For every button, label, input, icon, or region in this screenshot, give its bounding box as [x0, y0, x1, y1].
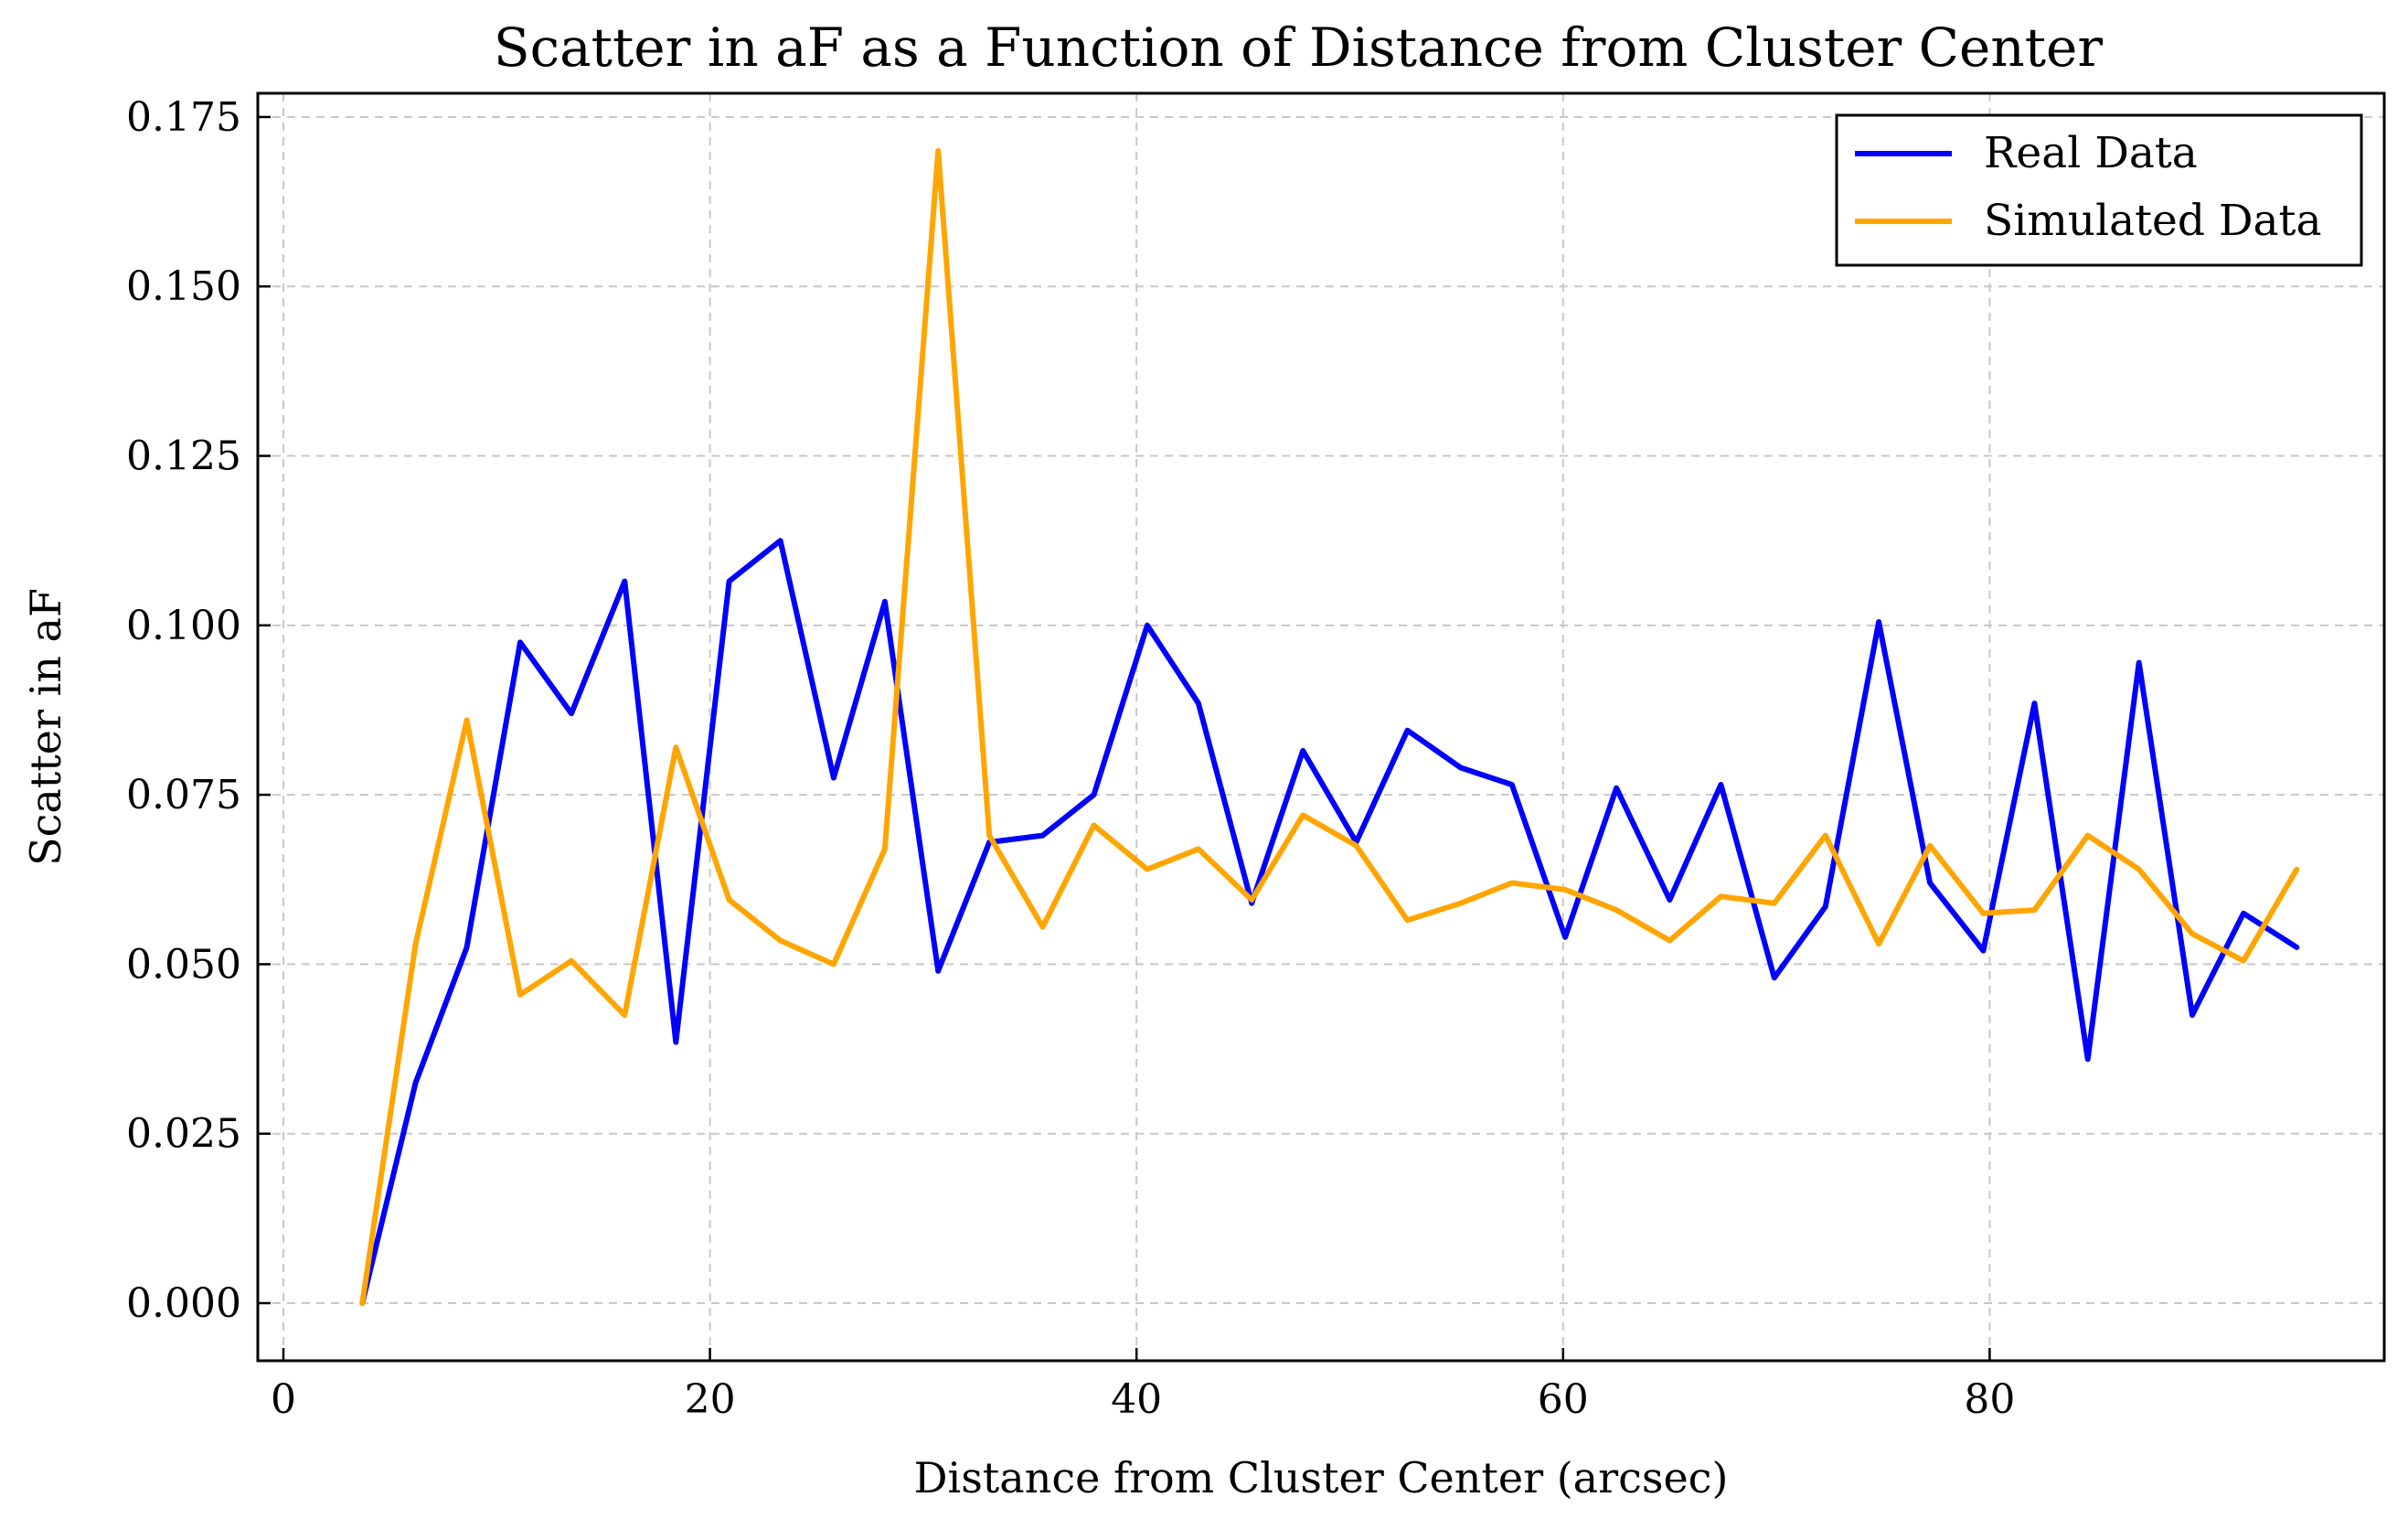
- y-tick-label: 0.150: [126, 263, 241, 310]
- legend-label-real-data: Real Data: [1984, 128, 2198, 178]
- x-axis-label: Distance from Cluster Center (arcsec): [914, 1453, 1729, 1502]
- x-tick-label: 60: [1538, 1376, 1589, 1423]
- plot-series: [359, 148, 2300, 1306]
- x-tick-label: 40: [1111, 1376, 1162, 1423]
- legend: Real Data Simulated Data: [1835, 113, 2363, 267]
- chart-title: Scatter in aF as a Function of Distance …: [494, 16, 2103, 79]
- y-tick-label: 0.025: [126, 1111, 241, 1158]
- series-line-simulated-data: [359, 148, 2300, 1306]
- grid-lines: [258, 93, 2384, 1361]
- y-axis-label: Scatter in aF: [21, 588, 70, 866]
- plot-area-frame: [256, 91, 2386, 1363]
- x-tick-label: 80: [1964, 1376, 2015, 1423]
- y-tick-label: 0.125: [126, 433, 241, 480]
- x-tick-label: 20: [685, 1376, 736, 1423]
- axis-ticks: 0 20 40 60 80 0.000 0.025 0.050 0.075 0.100 0.125 0…: [126, 94, 2015, 1423]
- y-tick-label: 0.175: [126, 94, 241, 141]
- y-tick-label: 0.100: [126, 603, 241, 649]
- y-tick-label: 0.000: [126, 1280, 241, 1327]
- y-tick-label: 0.050: [126, 941, 241, 988]
- legend-label-simulated-data: Simulated Data: [1984, 196, 2321, 246]
- x-tick-label: 0: [271, 1376, 296, 1423]
- y-tick-label: 0.075: [126, 772, 241, 818]
- legend-box: [1835, 113, 2363, 267]
- series-line-real-data: [359, 538, 2300, 1306]
